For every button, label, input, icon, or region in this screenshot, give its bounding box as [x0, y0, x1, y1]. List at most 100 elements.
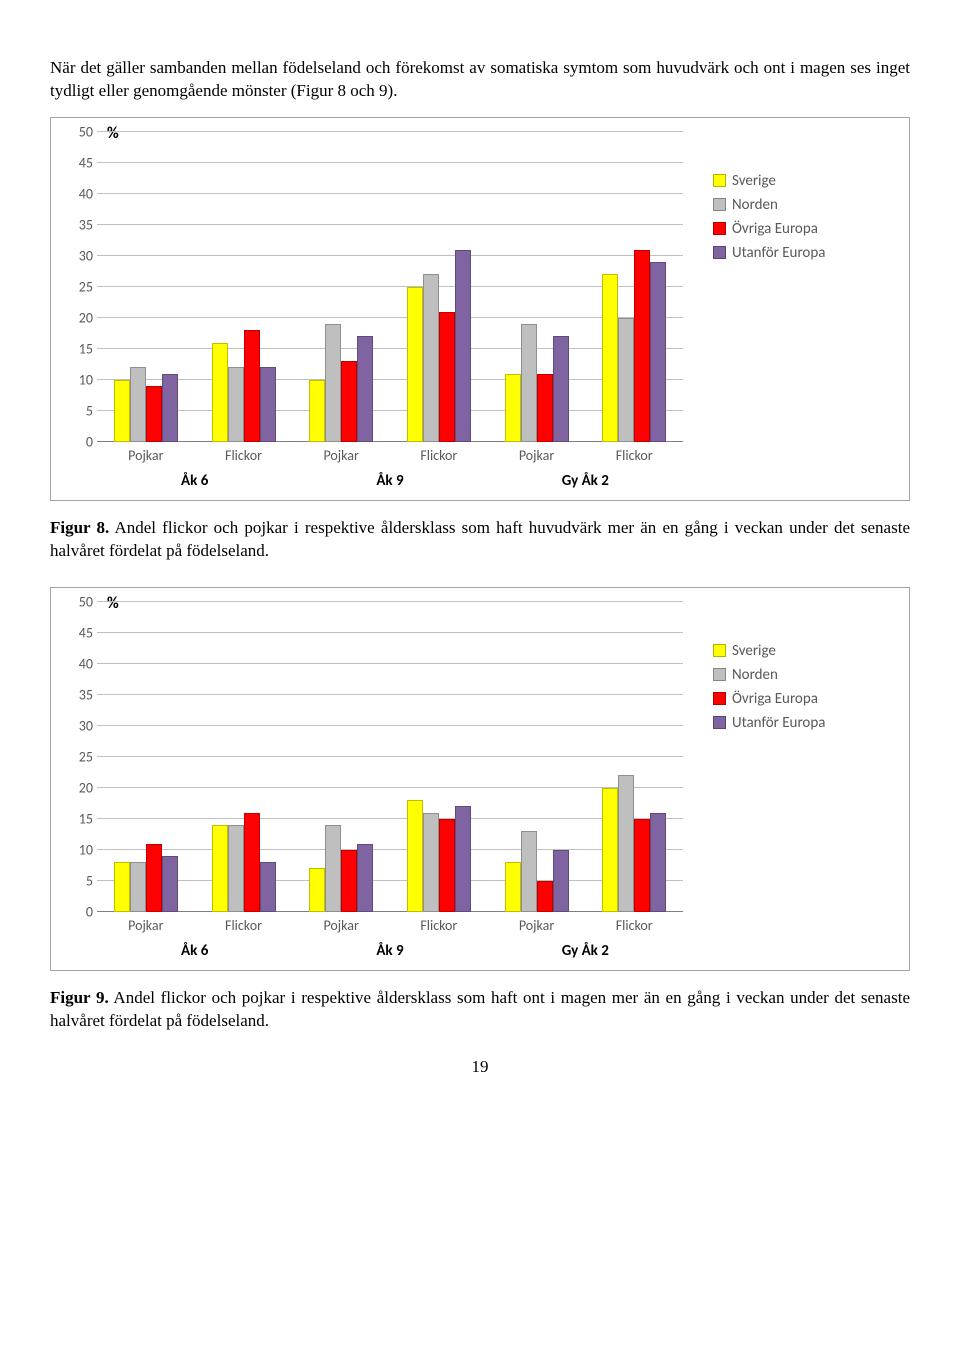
- caption-8: Figur 8. Andel flickor och pojkar i resp…: [50, 517, 910, 563]
- bar: [212, 343, 228, 442]
- bar: [146, 386, 162, 442]
- legend-item: Utanför Europa: [713, 244, 897, 262]
- swatch-ovriga: [713, 692, 726, 705]
- x-label: Flickor: [585, 447, 683, 464]
- bar: [455, 250, 471, 442]
- x-group-label: Gy Åk 2: [488, 472, 683, 490]
- bar-group: [585, 602, 683, 912]
- legend-label: Övriga Europa: [732, 690, 818, 708]
- bar-group: [585, 132, 683, 442]
- swatch-norden: [713, 668, 726, 681]
- x-label: Flickor: [195, 917, 293, 934]
- bar: [602, 788, 618, 912]
- bar: [130, 862, 146, 912]
- bar-group: [390, 602, 488, 912]
- bar: [162, 856, 178, 912]
- bar: [553, 850, 569, 912]
- bar: [114, 380, 130, 442]
- bar: [341, 850, 357, 912]
- legend-item: Övriga Europa: [713, 220, 897, 238]
- ytick-label: 30: [63, 717, 93, 734]
- bar: [130, 367, 146, 441]
- x-group-label: Åk 6: [97, 942, 292, 960]
- ytick-label: 15: [63, 810, 93, 827]
- figure-label: Figur 9.: [50, 988, 109, 1007]
- legend-label: Sverige: [732, 642, 776, 660]
- x-label: Pojkar: [488, 917, 586, 934]
- x-group-label: Åk 9: [292, 942, 487, 960]
- bar: [357, 336, 373, 441]
- ytick-label: 45: [63, 624, 93, 641]
- chart8-frame: % 05101520253035404550PojkarFlickorPojka…: [50, 117, 910, 501]
- x-label: Pojkar: [97, 447, 195, 464]
- chart9-plot: % 05101520253035404550PojkarFlickorPojka…: [63, 602, 683, 962]
- ytick-label: 35: [63, 686, 93, 703]
- ytick-label: 50: [63, 593, 93, 610]
- ytick-label: 0: [63, 433, 93, 450]
- ytick-label: 25: [63, 278, 93, 295]
- chart8-plot: % 05101520253035404550PojkarFlickorPojka…: [63, 132, 683, 492]
- x-label: Flickor: [390, 917, 488, 934]
- bar: [650, 262, 666, 442]
- ytick-label: 45: [63, 154, 93, 171]
- page-number: 19: [50, 1057, 910, 1077]
- x-label: Pojkar: [97, 917, 195, 934]
- bar: [146, 844, 162, 912]
- bar: [505, 374, 521, 442]
- chart9-legend: Sverige Norden Övriga Europa Utanför Eur…: [683, 602, 897, 738]
- bar: [650, 813, 666, 912]
- bar-group: [195, 132, 293, 442]
- bar: [260, 862, 276, 912]
- bar: [455, 806, 471, 911]
- bar-group: [97, 602, 195, 912]
- x-group-label: Åk 6: [97, 472, 292, 490]
- bar: [537, 374, 553, 442]
- bar: [325, 825, 341, 912]
- bar: [439, 819, 455, 912]
- legend-label: Övriga Europa: [732, 220, 818, 238]
- ytick-label: 35: [63, 216, 93, 233]
- caption-text: Andel flickor och pojkar i respektive ål…: [50, 518, 910, 560]
- bar: [537, 881, 553, 912]
- bar: [260, 367, 276, 441]
- bar: [521, 324, 537, 442]
- chart9-frame: % 05101520253035404550PojkarFlickorPojka…: [50, 587, 910, 971]
- legend-item: Sverige: [713, 642, 897, 660]
- bar-group: [97, 132, 195, 442]
- intro-text: När det gäller sambanden mellan födelsel…: [50, 57, 910, 103]
- bar: [357, 844, 373, 912]
- swatch-utanfor: [713, 716, 726, 729]
- bar-group: [488, 132, 586, 442]
- bar: [309, 380, 325, 442]
- ytick-label: 15: [63, 340, 93, 357]
- bar: [325, 324, 341, 442]
- legend-item: Övriga Europa: [713, 690, 897, 708]
- chart8-legend: Sverige Norden Övriga Europa Utanför Eur…: [683, 132, 897, 268]
- ytick-label: 25: [63, 748, 93, 765]
- bar-group: [195, 602, 293, 912]
- ytick-label: 10: [63, 841, 93, 858]
- legend-item: Sverige: [713, 172, 897, 190]
- ytick-label: 20: [63, 779, 93, 796]
- figure-label: Figur 8.: [50, 518, 109, 537]
- ytick-label: 30: [63, 247, 93, 264]
- ytick-label: 0: [63, 903, 93, 920]
- bar: [634, 250, 650, 442]
- swatch-utanfor: [713, 246, 726, 259]
- bar: [212, 825, 228, 912]
- bar: [423, 274, 439, 441]
- x-label: Pojkar: [488, 447, 586, 464]
- x-label: Flickor: [390, 447, 488, 464]
- bar: [407, 287, 423, 442]
- x-group-label: Gy Åk 2: [488, 942, 683, 960]
- legend-label: Norden: [732, 196, 778, 214]
- bar: [341, 361, 357, 442]
- legend-item: Norden: [713, 196, 897, 214]
- x-label: Pojkar: [292, 447, 390, 464]
- bar: [244, 813, 260, 912]
- bar: [618, 318, 634, 442]
- swatch-ovriga: [713, 222, 726, 235]
- bar: [114, 862, 130, 912]
- bar: [521, 831, 537, 912]
- x-label: Flickor: [195, 447, 293, 464]
